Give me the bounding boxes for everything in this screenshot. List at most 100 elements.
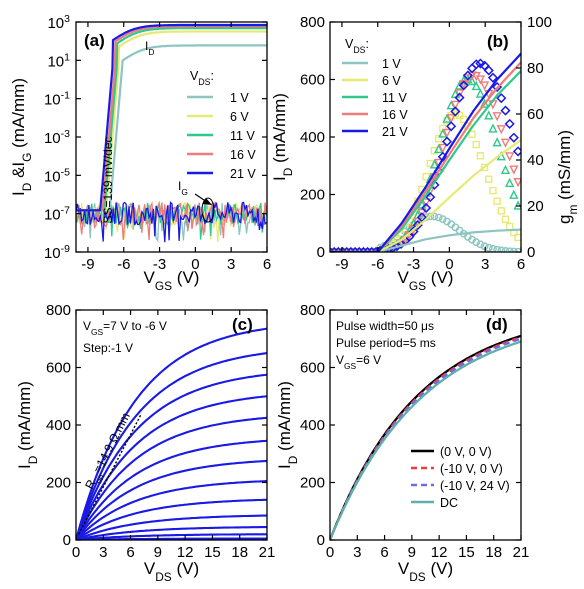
b-gm-marker-1-27 bbox=[439, 124, 447, 133]
b-gm-marker-2-42 bbox=[500, 164, 511, 175]
b-gm-marker-3-41 bbox=[496, 125, 506, 135]
b-gm-marker-3-30 bbox=[450, 100, 460, 111]
c-xtick-3-label: 9 bbox=[154, 544, 162, 561]
c-curve-4 bbox=[76, 416, 267, 540]
b-gm-marker-2-25 bbox=[429, 159, 440, 169]
b-gm-marker-3-23 bbox=[421, 198, 431, 208]
b-gm-marker-4-34 bbox=[466, 63, 478, 74]
b-gm-marker-4-16 bbox=[391, 241, 402, 252]
b-gm-marker-4-1 bbox=[330, 246, 340, 252]
b-gm-marker-4-39 bbox=[487, 72, 499, 83]
d-legend-label-3: DC bbox=[440, 496, 458, 510]
id-line-3 bbox=[76, 25, 267, 212]
b-xtick-1-label: -6 bbox=[371, 256, 384, 273]
b-xtick-4-label: 3 bbox=[481, 256, 489, 273]
a-ss-annotation: SS=139 mV/dec bbox=[101, 136, 115, 223]
b-gm-marker-3-27 bbox=[438, 143, 448, 154]
b-gm-marker-2-38 bbox=[484, 110, 494, 120]
a-xtick-5-label: 6 bbox=[263, 256, 271, 273]
d-ytick-4-label: 800 bbox=[300, 302, 325, 319]
b-gm-marker-4-35 bbox=[471, 59, 482, 70]
b-gm-marker-0-35 bbox=[472, 238, 481, 247]
b-legend-label-1: 6 V bbox=[382, 74, 401, 88]
b-gm-marker-4-44 bbox=[508, 132, 519, 143]
b-xtick-0-label: -9 bbox=[335, 256, 348, 273]
b-gm-marker-0-42 bbox=[501, 247, 510, 252]
b-gm-marker-0-24 bbox=[426, 212, 435, 221]
b-legend-label-4: 21 V bbox=[382, 125, 408, 139]
c-ytick-1-label: 200 bbox=[46, 475, 71, 492]
id-line-1 bbox=[76, 30, 267, 212]
b-y2tick-label-0: 0 bbox=[527, 244, 535, 261]
c-ytick-4-label: 800 bbox=[46, 302, 71, 319]
b-gm-marker-2-44 bbox=[509, 189, 519, 199]
b-y2tick-label-3: 60 bbox=[527, 106, 544, 123]
a-ytick-label-5: 101 bbox=[47, 51, 70, 70]
ig-line-4 bbox=[76, 201, 267, 243]
c-xtick-7-label: 21 bbox=[259, 544, 276, 561]
c-ylabel: ID (mA/mm) bbox=[15, 381, 40, 469]
d-xtick-2-label: 6 bbox=[380, 544, 388, 561]
id-line-4 bbox=[76, 23, 267, 212]
b-gm-marker-3-37 bbox=[479, 81, 490, 91]
c-xtick-6-label: 18 bbox=[231, 544, 248, 561]
b-gm-marker-1-25 bbox=[430, 146, 439, 155]
b-gm-marker-1-39 bbox=[489, 186, 497, 195]
b-gm-marker-2-34 bbox=[467, 75, 477, 86]
b-gm-marker-0-27 bbox=[438, 215, 447, 224]
c-xtick-5-label: 15 bbox=[204, 544, 221, 561]
b-gm-marker-3-36 bbox=[475, 75, 486, 85]
b-gm-marker-1-26 bbox=[434, 135, 443, 143]
a-ytick-label-0: 10-9 bbox=[44, 243, 70, 262]
b-gm-marker-2-36 bbox=[475, 88, 486, 98]
b-gm-marker-1-42 bbox=[501, 215, 510, 224]
a-xtick-2-label: -3 bbox=[153, 256, 166, 273]
id-line-0 bbox=[76, 44, 267, 212]
a-xtick-0-label: -9 bbox=[81, 256, 94, 273]
b-gm-marker-4-32 bbox=[458, 80, 469, 91]
b-ytick-4-label: 800 bbox=[300, 14, 325, 31]
b-gm-marker-4-20 bbox=[408, 226, 419, 237]
a-ytick-label-1: 10-7 bbox=[44, 205, 70, 224]
b-id-line-1 bbox=[330, 139, 521, 252]
b-gm-marker-4-5 bbox=[345, 246, 356, 252]
d-curve-1 bbox=[330, 336, 521, 540]
b-y2tick-label-4: 80 bbox=[527, 60, 544, 77]
b-gm-marker-2-28 bbox=[442, 113, 452, 123]
b-gm-marker-2-26 bbox=[433, 143, 444, 154]
b-xlabel: VGS (V) bbox=[398, 268, 454, 293]
a-legend-label-3: 16 V bbox=[230, 148, 256, 162]
c-curve-7 bbox=[76, 480, 267, 540]
b-gm-marker-0-43 bbox=[505, 247, 514, 252]
c-annotation-vgs: VGS=7 V to -6 V bbox=[83, 319, 167, 337]
b-gm-marker-4-2 bbox=[333, 246, 344, 252]
b-gm-marker-4-31 bbox=[454, 92, 465, 103]
b-gm-marker-2-39 bbox=[488, 123, 498, 133]
a-ytick-label-2: 10-5 bbox=[44, 166, 70, 185]
a-ytick-label-6: 103 bbox=[47, 13, 70, 32]
b-gm-marker-4-6 bbox=[350, 246, 361, 252]
b-gm-marker-3-43 bbox=[505, 152, 515, 162]
d-panel-label: (d) bbox=[486, 315, 508, 334]
b-gm-marker-1-35 bbox=[472, 140, 480, 149]
b-gm-marker-4-24 bbox=[425, 192, 436, 203]
b-legend-label-0: 1 V bbox=[382, 57, 401, 71]
d-curve-0 bbox=[330, 334, 521, 540]
b-gm-marker-4-41 bbox=[496, 93, 507, 104]
b-gm-marker-4-22 bbox=[416, 212, 427, 223]
c-curve-1 bbox=[76, 352, 267, 540]
a-ylabel: ID &IG (mA/mm) bbox=[9, 78, 34, 196]
d-ytick-2-label: 400 bbox=[300, 417, 325, 434]
b-gm-marker-0-36 bbox=[476, 240, 485, 249]
b-id-line-4 bbox=[330, 52, 521, 252]
c-ytick-0-label: 0 bbox=[63, 532, 71, 549]
c-curve-10 bbox=[76, 526, 267, 540]
b-gm-marker-2-31 bbox=[454, 80, 465, 90]
b-gm-marker-1-34 bbox=[468, 130, 476, 139]
a-xtick-3-label: 0 bbox=[191, 256, 199, 273]
b-gm-marker-3-22 bbox=[417, 208, 427, 219]
b-y2tick-label-2: 40 bbox=[527, 152, 544, 169]
a-legend-title: VDS: bbox=[190, 69, 214, 87]
a-ytick-label-4: 10-1 bbox=[44, 90, 70, 109]
d-annotation-period: Pulse period=5 ms bbox=[336, 336, 436, 350]
